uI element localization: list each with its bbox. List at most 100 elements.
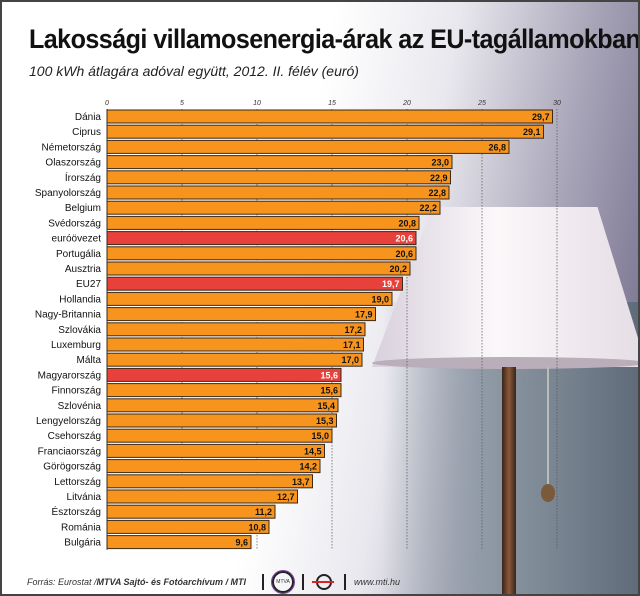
bar: [106, 231, 417, 246]
category-label: Luxemburg: [51, 340, 101, 351]
footer-url[interactable]: www.mti.hu: [354, 577, 401, 587]
value-label: 14,2: [299, 462, 317, 472]
bar: [106, 535, 252, 550]
value-label: 17,2: [344, 325, 362, 335]
lamp-cord: [547, 367, 549, 487]
value-label: 9,6: [235, 538, 248, 548]
bar: [106, 519, 270, 534]
bar: [106, 459, 321, 474]
category-label: Svédország: [48, 218, 101, 229]
category-label: Finnország: [52, 386, 101, 397]
bar: [106, 474, 313, 489]
agency-label: MTVA Sajtó- és Fotóarchívum / MTI: [96, 577, 247, 587]
value-label: 10,8: [248, 522, 266, 532]
value-label: 15,0: [311, 431, 329, 441]
value-label: 15,4: [317, 401, 335, 411]
value-label: 20,8: [398, 218, 416, 228]
value-label: 20,6: [395, 249, 413, 259]
x-tick-label: 30: [553, 100, 561, 107]
category-label: Spanyolország: [35, 188, 101, 199]
value-label: 15,6: [320, 370, 338, 380]
mtva-logo: MTVA: [272, 571, 295, 593]
bar: [106, 109, 553, 124]
value-label: 15,3: [316, 416, 334, 426]
bar: [106, 261, 411, 276]
x-tick-label: 10: [253, 100, 261, 107]
category-label: Szlovénia: [58, 401, 102, 412]
x-tick-label: 25: [477, 100, 486, 107]
category-label: Franciaország: [38, 446, 101, 457]
source-label: Forrás: Eurostat /: [27, 577, 97, 587]
value-label: 17,9: [355, 310, 373, 320]
bar: [106, 139, 510, 154]
category-label: Bulgária: [64, 538, 101, 549]
category-label: Olaszország: [45, 158, 101, 169]
value-label: 22,8: [428, 188, 446, 198]
category-label: Ausztria: [65, 264, 102, 275]
value-label: 17,1: [343, 340, 361, 350]
divider: [344, 574, 347, 590]
category-label: Lettország: [54, 477, 101, 488]
bar: [106, 185, 450, 200]
lamp-shade-rim: [372, 357, 638, 369]
value-label: 12,7: [277, 492, 295, 502]
value-label: 29,7: [532, 112, 550, 122]
divider: [262, 574, 265, 590]
category-label: Németország: [42, 142, 101, 153]
category-label: Dánia: [75, 112, 102, 123]
bar: [106, 291, 393, 306]
chart-title: Lakossági villamosenergia-árak az EU-tag…: [29, 24, 640, 54]
value-label: 17,0: [341, 355, 359, 365]
bar: [106, 367, 342, 382]
bar: [106, 428, 333, 443]
category-label: Románia: [61, 522, 101, 533]
value-label: 20,2: [389, 264, 407, 274]
value-label: 14,5: [304, 446, 322, 456]
category-label: Magyarország: [38, 370, 101, 381]
bar: [106, 443, 325, 458]
bar: [106, 200, 441, 215]
bar: [106, 170, 451, 185]
value-label: 11,2: [255, 507, 272, 517]
bar: [106, 322, 366, 337]
x-tick-label: 20: [402, 100, 411, 107]
category-label: EU27: [76, 279, 101, 290]
bar: [106, 276, 403, 291]
value-label: 29,1: [523, 127, 541, 137]
category-label: Csehország: [48, 431, 101, 442]
category-label: Észtország: [52, 505, 101, 518]
value-label: 13,7: [292, 477, 310, 487]
lamp-pole: [502, 367, 516, 594]
bar: [106, 489, 298, 504]
bar: [106, 307, 376, 322]
lamp-pull-knob: [541, 484, 555, 502]
category-label: Málta: [77, 355, 102, 366]
bar: [106, 352, 363, 367]
category-label: Írország: [65, 171, 101, 184]
value-label: 26,8: [488, 142, 506, 152]
x-tick-label: 15: [328, 100, 336, 107]
value-label: 15,6: [320, 386, 338, 396]
divider: [302, 574, 305, 590]
category-label: Lengyelország: [36, 416, 101, 427]
category-label: Szlovákia: [58, 325, 101, 336]
mti-logo: [312, 574, 335, 590]
bar: [106, 337, 364, 352]
footer: Forrás: Eurostat / MTVA Sajtó- és Fotóar…: [27, 571, 400, 593]
category-label: Belgium: [65, 203, 101, 214]
bar: [106, 246, 417, 261]
value-label: 22,9: [430, 173, 448, 183]
value-label: 20,6: [395, 234, 413, 244]
category-label: euróövezet: [52, 234, 102, 245]
category-label: Görögország: [43, 462, 101, 473]
bar: [106, 124, 544, 139]
value-label: 22,2: [419, 203, 437, 213]
value-label: 23,0: [431, 158, 449, 168]
bar: [106, 383, 342, 398]
bar: [106, 504, 276, 519]
category-label: Hollandia: [59, 294, 101, 305]
category-label: Ciprus: [72, 127, 101, 138]
category-label: Nagy-Britannia: [35, 310, 102, 321]
